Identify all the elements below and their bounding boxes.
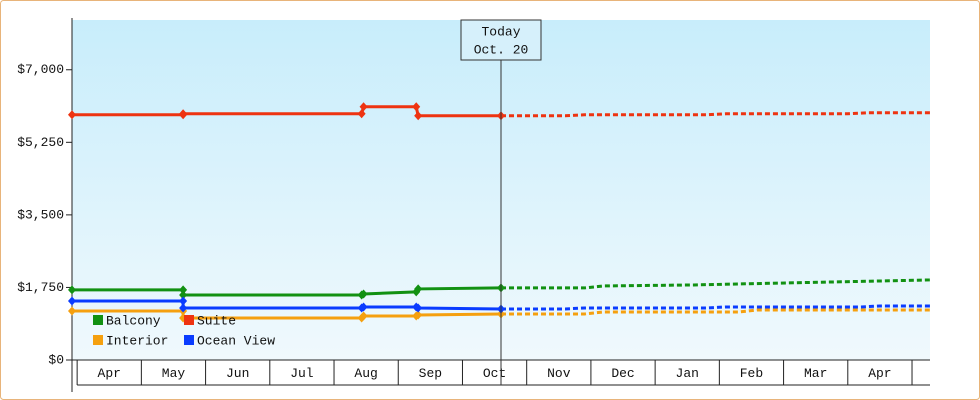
forecast-line [501,111,930,118]
x-tick-label: Nov [547,366,571,381]
legend-swatch [93,335,103,345]
marker [359,311,368,321]
x-tick-label: Jun [226,366,249,381]
marker [68,296,76,306]
legend-label: Interior [106,333,168,348]
x-tick-label: May [162,366,186,381]
marker [179,296,188,306]
x-tick-label: Oct [483,366,506,381]
legend-label: Suite [197,313,236,328]
x-tick-label: Apr [868,366,891,381]
forecast-line [501,304,930,311]
marker [68,110,76,120]
x-tick-label: Dec [611,366,634,381]
marker [414,310,423,320]
x-tick-label: Jul [290,366,314,381]
legend-swatch [93,315,103,325]
marker [414,303,423,313]
marker [359,302,368,312]
lines [68,102,931,323]
y-tick-label: $7,000 [17,62,64,77]
legend-swatch [184,315,194,325]
marker [179,285,188,295]
x-tick-label: Mar [804,366,827,381]
marker [414,284,423,294]
marker [68,306,76,316]
today-label: Today [481,24,520,39]
legend-swatch [184,335,194,345]
y-tick-label: $1,750 [17,280,64,295]
legend-label: Ocean View [197,333,275,348]
x-tick-label: Jan [676,366,699,381]
marker [359,102,368,112]
legend-label: Balcony [106,313,161,328]
y-tick-label: $3,500 [17,207,64,222]
marker [179,290,188,300]
x-tick-label: Feb [740,366,763,381]
marker [179,303,188,313]
x-tick-label: Apr [98,366,121,381]
today-date: Oct. 20 [474,42,529,57]
x-tick-label: Aug [354,366,377,381]
forecast-line [501,308,930,316]
marker [412,102,421,112]
y-tick-label: $0 [48,352,64,367]
marker [68,285,76,295]
today-box [460,19,542,61]
x-tick-label: Sep [419,366,442,381]
marker [414,111,423,121]
marker [179,109,188,119]
marker [357,109,366,119]
annotation: Today Oct. 20 [460,19,542,385]
legend: Balcony Suite Interior Ocean View [93,313,275,348]
forecast-line [501,278,931,290]
marker [359,289,368,299]
axes: $0 $1,750 $3,500 $5,250 $7,000 Apr May Jun Jul Au… [17,18,930,392]
y-tick-label: $5,250 [17,135,64,150]
